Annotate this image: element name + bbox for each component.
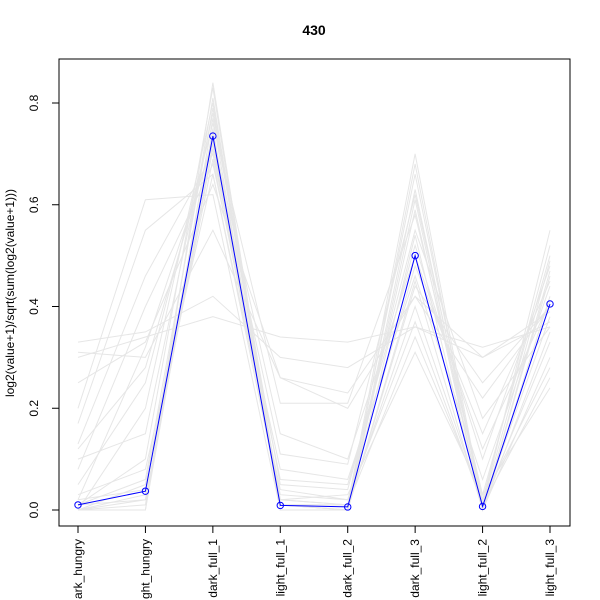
background-series-line — [77, 87, 551, 511]
background-series-line — [77, 136, 551, 460]
y-axis-label: log2(value+1)/sqrt(sum(log2(value+1))) — [3, 189, 17, 397]
chart-title: 430 — [302, 22, 326, 38]
y-tick-label: 0.6 — [27, 196, 41, 213]
highlight-point — [546, 300, 554, 308]
highlight-point — [276, 501, 284, 510]
x-tick-label: ght_hungry — [138, 539, 152, 599]
background-series-line — [77, 152, 551, 486]
background-series-line — [77, 143, 551, 512]
highlight-point — [344, 503, 352, 511]
background-series-line — [77, 183, 551, 394]
x-tick-label: light_full_2 — [476, 539, 490, 597]
x-tick-label: dark_full_2 — [341, 539, 355, 598]
background-series-line — [77, 148, 551, 506]
background-series-line — [77, 162, 551, 482]
highlight-point — [411, 251, 419, 260]
x-axis: ark_hungry ght_hungry dark_full_1 light_ful… — [71, 525, 557, 599]
highlight-point — [141, 487, 150, 495]
highlight-series-line — [77, 136, 551, 509]
background-series-line — [77, 173, 551, 501]
x-tick-label: dark_full_1 — [206, 539, 220, 598]
x-tick-label: dark_full_3 — [408, 539, 422, 598]
y-axis: 0.0 0.2 0.4 0.6 0.8 — [27, 94, 60, 518]
y-tick-label: 0.2 — [27, 400, 41, 417]
background-series-line — [77, 229, 551, 409]
y-tick-label: 0.4 — [27, 298, 41, 315]
background-series-line — [77, 113, 551, 491]
background-series-line — [77, 108, 551, 507]
y-tick-label: 0.0 — [27, 501, 41, 518]
background-series-line — [77, 295, 551, 369]
x-tick-label: ark_hungry — [71, 539, 85, 599]
highlight-point — [74, 501, 82, 509]
x-tick-label: light_full_1 — [273, 539, 287, 597]
y-tick-label: 0.8 — [27, 94, 41, 111]
x-tick-label: light_full_3 — [543, 539, 557, 597]
highlight-point — [478, 502, 487, 511]
background-series-line — [77, 118, 551, 511]
background-series-line — [77, 316, 551, 358]
highlight-series-group — [74, 132, 554, 511]
highlight-point — [209, 132, 217, 140]
background-series-group — [77, 82, 551, 512]
